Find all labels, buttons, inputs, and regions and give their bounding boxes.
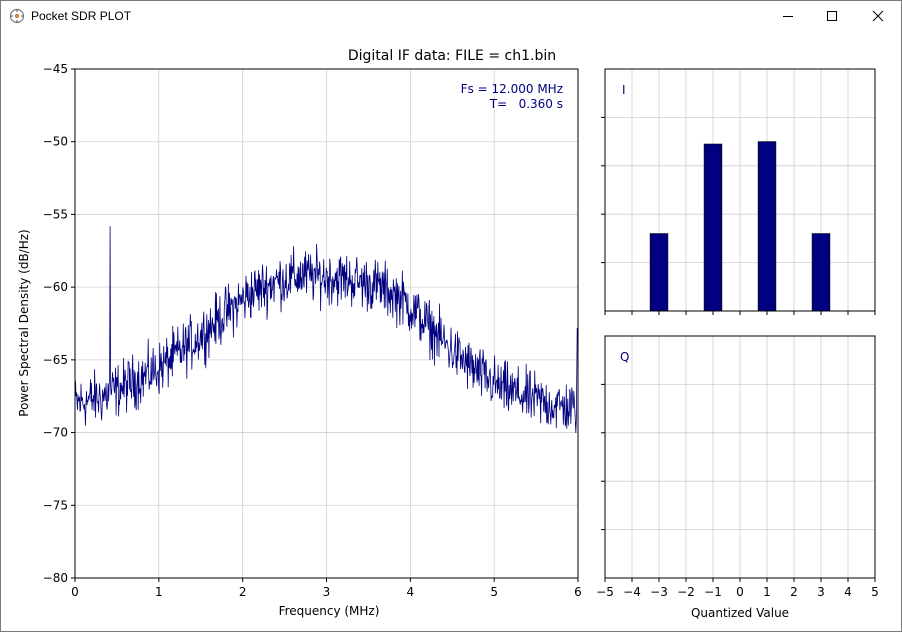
psd-y-tick-label: −55 (43, 207, 68, 221)
psd-y-tick-label: −65 (43, 353, 68, 367)
q-xlabel: Quantized Value (691, 606, 789, 620)
i-grid (604, 69, 876, 311)
q-x-tick-label: −1 (704, 585, 722, 599)
i-bar (757, 141, 777, 312)
psd-trace (74, 226, 578, 433)
q-x-tick-label: 5 (871, 585, 879, 599)
psd-y-tick-label: −80 (43, 571, 68, 585)
i-bars (649, 141, 831, 312)
pocket-sdr-app-icon (9, 8, 25, 24)
figure-canvas: Digital IF data: FILE = ch1.bin 0 1 2 3 4 5 6−… (17, 48, 879, 620)
psd-x-tick-label: 1 (155, 585, 163, 599)
psd-x-tick-label: 0 (71, 585, 79, 599)
i-ticks (601, 116, 876, 315)
close-icon (872, 10, 884, 22)
minimize-button[interactable] (765, 1, 811, 31)
i-bar (811, 233, 831, 312)
figure-title: Digital IF data: FILE = ch1.bin (348, 48, 556, 64)
psd-ylabel: Power Spectral Density (dB/Hz) (17, 229, 31, 416)
psd-xlabel: Frequency (MHz) (279, 604, 380, 618)
window-title: Pocket SDR PLOT (31, 9, 132, 23)
q-x-tick-label: 3 (817, 585, 825, 599)
q-panel-label: Q (620, 350, 629, 364)
q-x-tick-label: −5 (596, 585, 614, 599)
psd-series (74, 226, 578, 433)
psd-x-tick-label: 5 (490, 585, 498, 599)
title-bar[interactable]: Pocket SDR PLOT (1, 1, 901, 31)
psd-y-tick-label: −75 (43, 498, 68, 512)
q-x-tick-label: −4 (623, 585, 641, 599)
sample-rate-label: Fs = 12.000 MHz (461, 82, 563, 96)
psd-grid (74, 68, 579, 579)
i-bar (703, 143, 723, 312)
psd-x-tick-label: 4 (407, 585, 415, 599)
q-x-tick-label: 1 (763, 585, 771, 599)
q-x-tick-label: 0 (736, 585, 744, 599)
psd-x-tick-label: 6 (574, 585, 582, 599)
q-x-tick-label: −2 (677, 585, 695, 599)
q-grid (604, 336, 876, 578)
q-x-tick-label: 2 (790, 585, 798, 599)
psd-y-tick-label: −70 (43, 426, 68, 440)
psd-y-tick-label: −45 (43, 62, 68, 76)
psd-y-tick-label: −50 (43, 135, 68, 149)
maximize-icon (827, 11, 837, 21)
psd-x-tick-label: 3 (323, 585, 331, 599)
maximize-button[interactable] (809, 1, 855, 31)
duration-label: T= 0.360 s (489, 97, 563, 111)
q-x-tick-label: 4 (844, 585, 852, 599)
psd-y-tick-label: −60 (43, 280, 68, 294)
close-button[interactable] (855, 1, 901, 31)
psd-x-tick-label: 2 (239, 585, 247, 599)
i-panel-label: I (622, 83, 626, 97)
i-bar (649, 233, 669, 312)
psd-ticks: 0 1 2 3 4 5 6 −45 −50 −55 −60 −65 −70 −75 −80 (43, 62, 582, 599)
minimize-icon (783, 16, 793, 17)
q-x-tick-label: −3 (650, 585, 668, 599)
q-ticks: −5 −4 −3 −2 −1 0 1 2 3 4 5 (596, 383, 879, 599)
